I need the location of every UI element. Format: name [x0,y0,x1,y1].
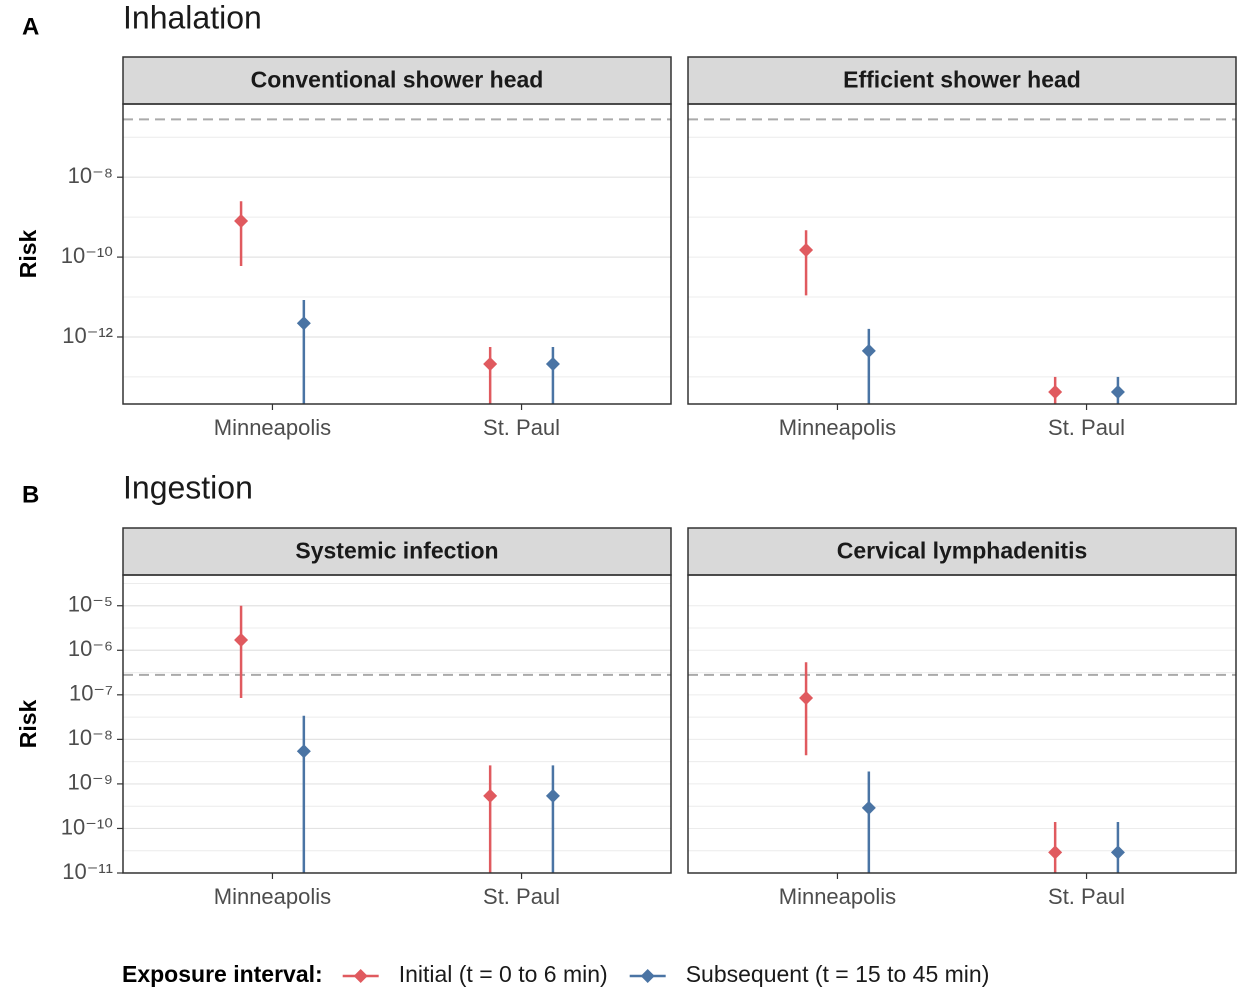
point [545,788,560,803]
panel-border [122,103,672,405]
y-tick-label: 10⁻¹⁰ [61,243,113,268]
plot-area [688,605,1236,873]
facet-title: Cervical lymphadenitis [837,538,1088,564]
y-tick-label: 10⁻¹¹ [62,859,113,884]
point [296,744,311,759]
y-tick-label: 10⁻¹² [62,323,113,348]
legend-key-point [640,969,655,983]
point [1110,845,1125,860]
y-axis-label: Risk [15,700,41,749]
panel-tag: B [22,481,39,508]
legend-title: Exposure interval: [122,961,323,987]
point [1110,384,1125,399]
legend-label: Initial (t = 0 to 6 min) [399,961,608,987]
panel-title: Inhalation [123,0,262,35]
point [483,357,498,372]
point [234,633,249,648]
y-tick-label: 10⁻⁷ [69,681,113,706]
point [799,690,814,705]
y-tick-label: 10⁻¹⁰ [61,814,113,839]
point [1048,845,1063,860]
facet-strip [687,527,1237,576]
y-tick-label: 10⁻⁵ [68,592,113,617]
facet-strip [122,527,672,576]
plot-area [123,118,671,404]
x-tick-label: Minneapolis [779,415,896,440]
y-tick-label: 10⁻⁸ [68,725,113,750]
point [799,243,814,258]
point [296,316,311,331]
x-tick-label: Minneapolis [779,884,896,909]
panel-border [687,574,1237,874]
plot-area [688,118,1236,404]
legend-label: Subsequent (t = 15 to 45 min) [686,961,990,987]
facet-title: Conventional shower head [251,67,544,93]
y-tick-label: 10⁻⁹ [67,770,113,795]
panel-title: Ingestion [123,469,253,505]
point [545,357,560,372]
legend-key-point [353,969,368,983]
point [234,214,249,229]
panel-tag: A [22,13,39,40]
x-tick-label: Minneapolis [214,415,331,440]
y-tick-label: 10⁻⁶ [68,636,113,661]
x-tick-label: St. Paul [1048,415,1125,440]
x-tick-label: St. Paul [1048,884,1125,909]
facet-title: Systemic infection [295,538,498,564]
y-tick-label: 10⁻⁸ [68,163,113,188]
point [483,788,498,803]
panel-border [122,574,672,874]
x-tick-label: St. Paul [483,415,560,440]
point [861,800,876,815]
point [1048,384,1063,399]
plot-area [123,582,671,873]
x-tick-label: Minneapolis [214,884,331,909]
x-tick-label: St. Paul [483,884,560,909]
facet-title: Efficient shower head [843,67,1081,93]
panel-border [687,103,1237,405]
point [861,343,876,358]
y-axis-label: Risk [15,230,41,279]
facet-strip [122,56,672,105]
